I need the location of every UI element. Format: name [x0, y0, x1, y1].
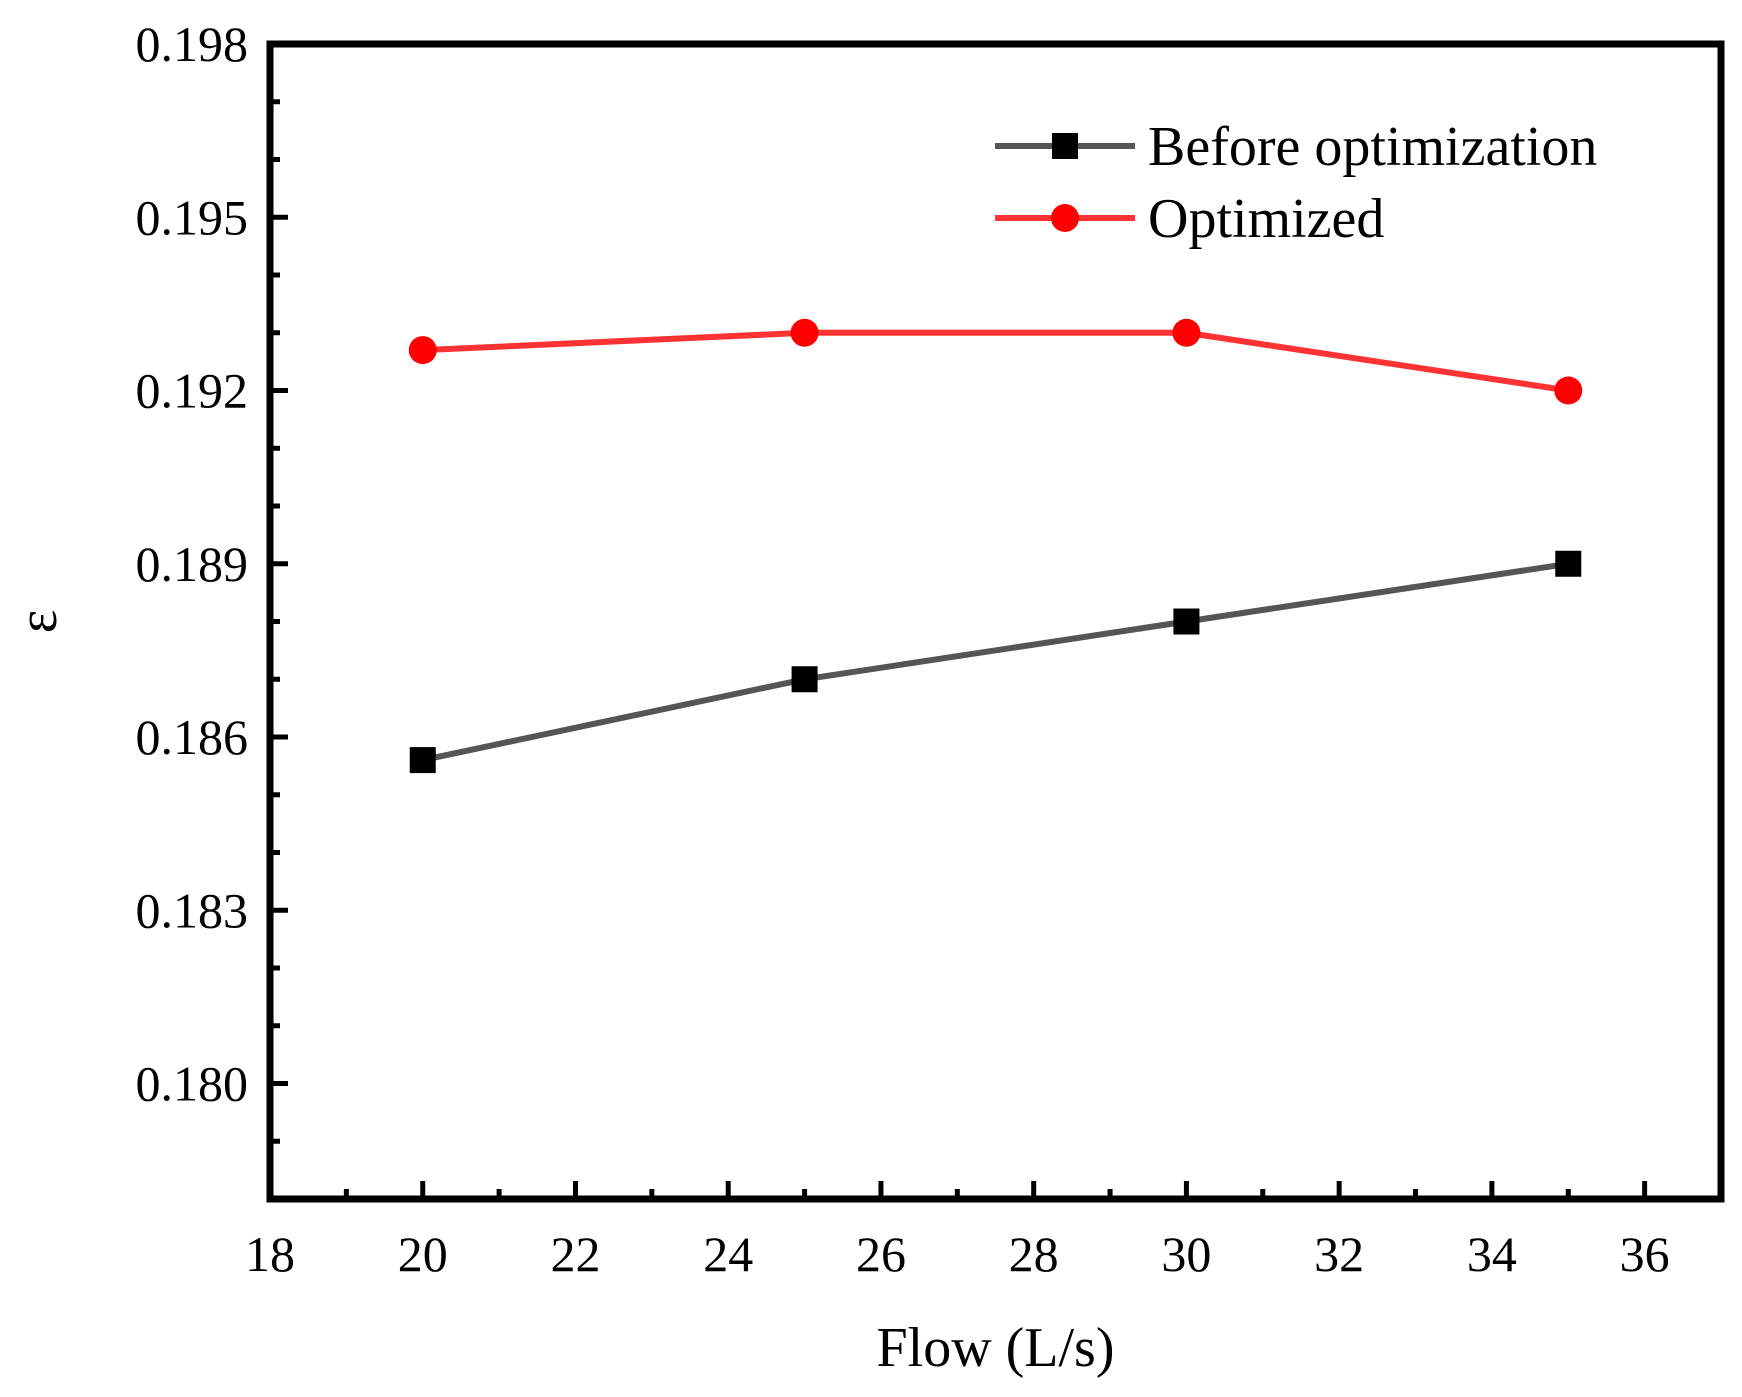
legend-marker — [1051, 204, 1079, 232]
data-point — [408, 336, 437, 365]
data-point — [790, 318, 819, 347]
y-tick-label: 0.180 — [136, 1056, 249, 1112]
data-point — [1173, 608, 1200, 635]
series-line — [422, 560, 1569, 764]
x-tick-label: 24 — [703, 1226, 753, 1282]
x-tick-label: 34 — [1467, 1226, 1517, 1282]
x-tick-label: 28 — [1009, 1226, 1059, 1282]
data-point — [1555, 550, 1582, 577]
x-tick-label: 30 — [1161, 1226, 1211, 1282]
data-point — [791, 666, 818, 693]
x-tick-label: 18 — [245, 1226, 295, 1282]
y-tick-label: 0.183 — [136, 882, 249, 938]
y-tick-label: 0.189 — [136, 536, 249, 592]
data-point — [1172, 318, 1201, 347]
data-point — [409, 747, 436, 774]
y-tick-label: 0.195 — [136, 189, 249, 245]
data-point — [1554, 376, 1583, 405]
legend-marker — [1052, 133, 1078, 159]
y-tick-label: 0.198 — [136, 16, 249, 72]
x-tick-label: 22 — [550, 1226, 600, 1282]
legend-label: Optimized — [1148, 188, 1384, 250]
x-tick-label: 36 — [1620, 1226, 1670, 1282]
x-tick-label: 32 — [1314, 1226, 1364, 1282]
x-tick-label: 26 — [856, 1226, 906, 1282]
plot-area: 18 20 22 24 26 28 30 32 34 36 0.180 0.183 0.186 0.189… — [136, 16, 1725, 1282]
x-axis-title: Flow (L/s) — [877, 1317, 1115, 1379]
y-axis-title: ε — [7, 610, 69, 634]
y-tick-label: 0.192 — [136, 363, 249, 419]
x-tick-label: 20 — [398, 1226, 448, 1282]
series-line — [422, 329, 1569, 394]
legend-label: Before optimization — [1148, 116, 1597, 178]
legend: Before optimization Optimized — [995, 116, 1597, 250]
y-tick-label: 0.186 — [136, 709, 249, 765]
